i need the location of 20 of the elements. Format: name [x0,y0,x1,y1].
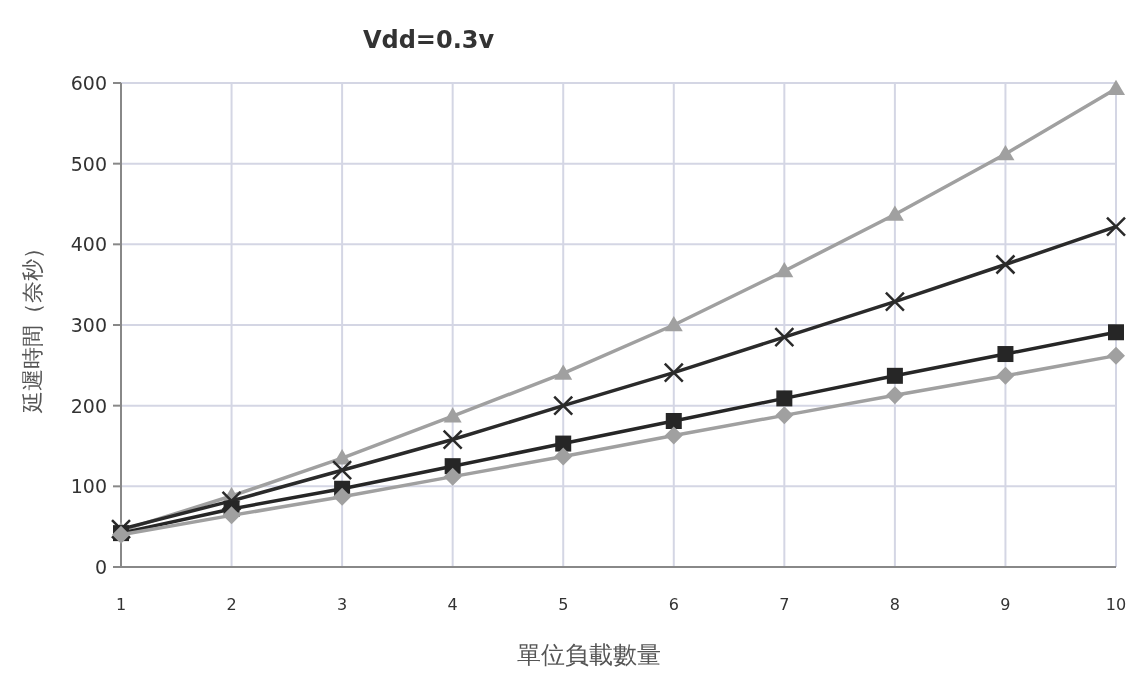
x-tick-label: 7 [779,595,790,614]
x-tick-label: 5 [558,595,569,614]
x-tick-label: 10 [1105,595,1127,614]
x-tick-label: 3 [337,595,348,614]
x-tick-label: 8 [889,595,900,614]
x-tick-label: 2 [226,595,237,614]
y-axis-title: 延遲時間（奈秒） [20,237,45,414]
y-tick-label: 600 [70,72,107,94]
x-tick-label: 1 [115,595,127,614]
y-tick-label: 500 [70,152,107,175]
x-axis-title: 單位負載數量 [516,641,661,669]
y-tick-label: 300 [70,314,107,336]
x-tick-label: 9 [1000,595,1011,614]
y-tick-label: 100 [70,475,107,498]
y-tick-label: 200 [70,394,107,417]
y-tick-label: 0 [94,556,107,578]
chart-title: Vdd=0.3v [362,26,495,54]
x-tick-label: 6 [668,595,679,614]
x-tick-label: 4 [447,595,458,614]
y-tick-label: 400 [70,233,107,256]
